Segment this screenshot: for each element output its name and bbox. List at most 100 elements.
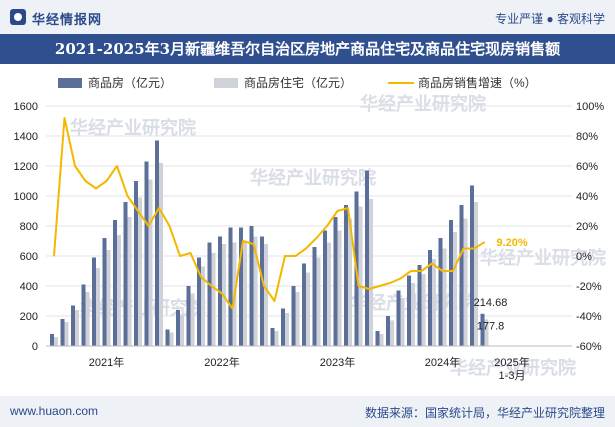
growth-point <box>315 237 318 239</box>
bar-commercial <box>176 310 180 346</box>
y-left-tick-label: 800 <box>20 221 38 233</box>
growth-point <box>158 207 160 209</box>
bar-residential <box>369 199 373 346</box>
bar-residential <box>54 337 58 346</box>
y-left-tick-label: 0 <box>32 341 38 353</box>
y-right-tick-label: -40% <box>576 311 602 323</box>
growth-point <box>273 300 276 302</box>
bar-commercial <box>407 275 411 346</box>
bar-residential <box>127 217 132 346</box>
bar-residential <box>264 244 268 346</box>
growth-point <box>389 282 391 284</box>
bar-commercial <box>71 305 75 346</box>
footer: www.huaon.com 数据来源：国家统计局，华经产业研究院整理 <box>0 396 615 427</box>
bar-commercial <box>113 220 117 346</box>
bar-commercial <box>144 161 149 346</box>
legend-label: 商品房销售增速（%） <box>418 75 537 90</box>
legend-swatch <box>58 78 82 88</box>
bar-residential <box>337 230 342 346</box>
bar-residential <box>96 268 100 346</box>
x-tick-label: 2023年 <box>320 355 355 369</box>
bar-commercial <box>449 220 453 346</box>
growth-point <box>263 285 265 287</box>
growth-point <box>294 255 297 257</box>
growth-point <box>189 252 192 254</box>
watermark-text: 华经产业研究院 <box>250 167 376 188</box>
growth-point <box>378 285 381 287</box>
growth-point <box>462 247 465 250</box>
bar-residential <box>348 218 352 346</box>
bar-commercial <box>312 247 317 346</box>
growth-point <box>179 255 181 257</box>
y-left-tick-label: 1000 <box>14 191 38 203</box>
y-right-tick-label: -60% <box>576 341 602 353</box>
bar-commercial <box>375 331 380 346</box>
title-bar: 2021-2025年3月新疆维吾尔自治区房地产商品住宅及商品住宅现房销售额 <box>0 34 615 64</box>
bar-residential <box>390 320 394 346</box>
bar-commercial <box>239 227 243 346</box>
bar-residential <box>432 259 436 346</box>
bar-commercial <box>470 185 474 346</box>
bar-commercial <box>260 236 264 346</box>
top-bar: 华经情报网 专业严谨 ● 客观科学 <box>0 0 615 34</box>
bar-residential <box>358 206 363 346</box>
growth-point <box>368 288 370 290</box>
y-right-tick-label: 80% <box>576 131 598 143</box>
watermark-text: 华经产业研究院 <box>360 93 486 114</box>
bar-residential <box>442 248 447 346</box>
y-left-tick-label: 1600 <box>14 101 38 113</box>
bar-commercial <box>396 290 401 346</box>
bar-commercial <box>281 308 285 346</box>
logo-icon <box>10 9 26 25</box>
bar-residential <box>421 274 426 346</box>
growth-point <box>410 270 412 272</box>
bar-residential <box>295 292 300 346</box>
bar-residential <box>159 163 163 346</box>
growth-point <box>357 285 360 287</box>
bar-residential <box>201 266 205 346</box>
bar-commercial <box>291 286 296 346</box>
bar-commercial <box>165 329 170 346</box>
bar-commercial <box>197 257 201 346</box>
bar-commercial <box>480 313 485 346</box>
growth-point <box>336 210 339 212</box>
bar-residential <box>484 319 489 346</box>
bar-commercial <box>207 242 212 346</box>
bar-residential <box>379 334 384 346</box>
bar-residential <box>117 235 121 346</box>
growth-point <box>420 270 423 272</box>
legend-label: 商品房（亿元） <box>88 75 172 90</box>
x-tick-label: 2021年 <box>89 355 124 369</box>
bar-commercial <box>323 230 327 346</box>
annotation-residential: 177.8 <box>477 320 505 332</box>
growth-line-group <box>53 117 486 310</box>
bar-residential <box>285 313 289 346</box>
growth-point <box>399 277 402 280</box>
growth-point <box>74 165 76 167</box>
bar-residential <box>400 298 405 346</box>
y-right-tick-label: 100% <box>576 101 604 113</box>
bar-commercial <box>344 205 348 346</box>
bar-commercial <box>134 181 138 346</box>
bar-commercial <box>50 334 54 346</box>
watermark-text: 华经产业研究院 <box>80 297 206 318</box>
footer-website[interactable]: www.huaon.com <box>10 404 99 418</box>
growth-point <box>231 307 234 310</box>
growth-point <box>84 180 87 182</box>
bars <box>50 140 489 346</box>
y-left-tick-label: 600 <box>20 251 38 263</box>
bar-commercial <box>428 250 432 346</box>
growth-point <box>483 241 486 243</box>
x-tick-label: 1-3月 <box>499 370 526 382</box>
y-left-tick-label: 400 <box>20 281 38 293</box>
brand-name: 华经情报网 <box>32 12 103 27</box>
growth-point <box>473 247 475 250</box>
annotation-commercial: 214.68 <box>474 297 508 309</box>
bar-commercial <box>459 205 464 346</box>
growth-point <box>284 255 286 257</box>
growth-point <box>200 276 202 278</box>
growth-point <box>53 255 55 257</box>
bar-residential <box>190 293 195 346</box>
bar-commercial <box>102 238 107 346</box>
